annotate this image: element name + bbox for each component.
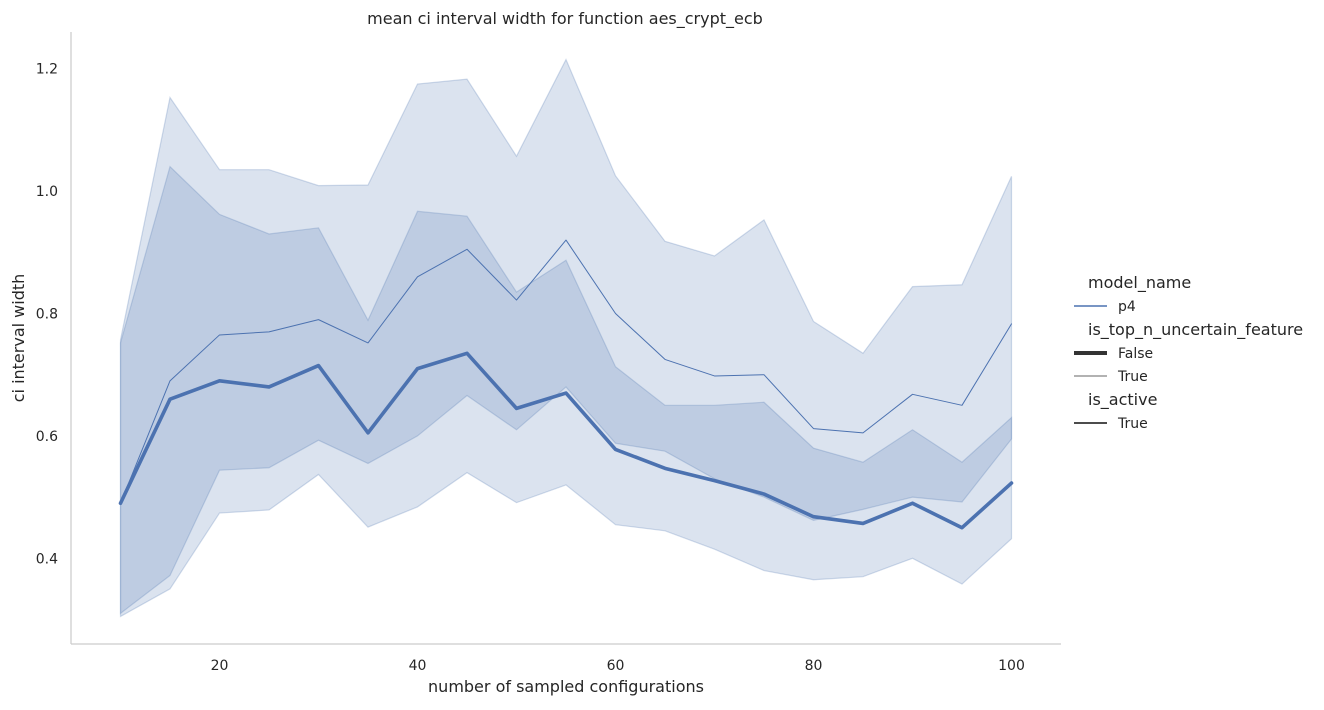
x-tick-label: 20 (211, 658, 229, 674)
y-tick-label: 0.8 (36, 307, 58, 323)
y-tick-label: 1.2 (36, 62, 58, 78)
x-axis-label: number of sampled configurations (428, 677, 704, 696)
x-ticks: 20 40 60 80 100 (211, 658, 1025, 674)
chart-title: mean ci interval width for function aes_… (367, 9, 763, 29)
y-axis-label: ci interval width (9, 274, 28, 403)
legend: model_name p4 is_top_n_uncertain_feature Fa… (1074, 273, 1303, 432)
legend-entry-label: False (1118, 346, 1153, 362)
legend-entry-label: True (1117, 369, 1148, 385)
y-tick-label: 1.0 (36, 184, 58, 200)
confidence-bands (119, 58, 1013, 618)
y-tick-label: 0.6 (36, 429, 58, 445)
series-lines (118, 239, 1014, 530)
legend-entry-label: True (1117, 416, 1148, 432)
x-tick-label: 100 (998, 658, 1025, 674)
series-line-true (120, 239, 1012, 504)
y-ticks: 0.4 0.6 0.8 1.0 1.2 (36, 62, 58, 568)
x-tick-label: 60 (607, 658, 625, 674)
ci-band-true (119, 58, 1013, 618)
x-tick-label: 40 (409, 658, 427, 674)
legend-title: model_name (1088, 273, 1191, 293)
x-tick-label: 80 (805, 658, 823, 674)
legend-title: is_top_n_uncertain_feature (1088, 320, 1303, 340)
legend-entry-label: p4 (1118, 299, 1136, 315)
y-tick-label: 0.4 (36, 551, 58, 567)
legend-title: is_active (1088, 390, 1157, 410)
ci-band-false (119, 165, 1013, 615)
series-line-false (118, 351, 1014, 530)
